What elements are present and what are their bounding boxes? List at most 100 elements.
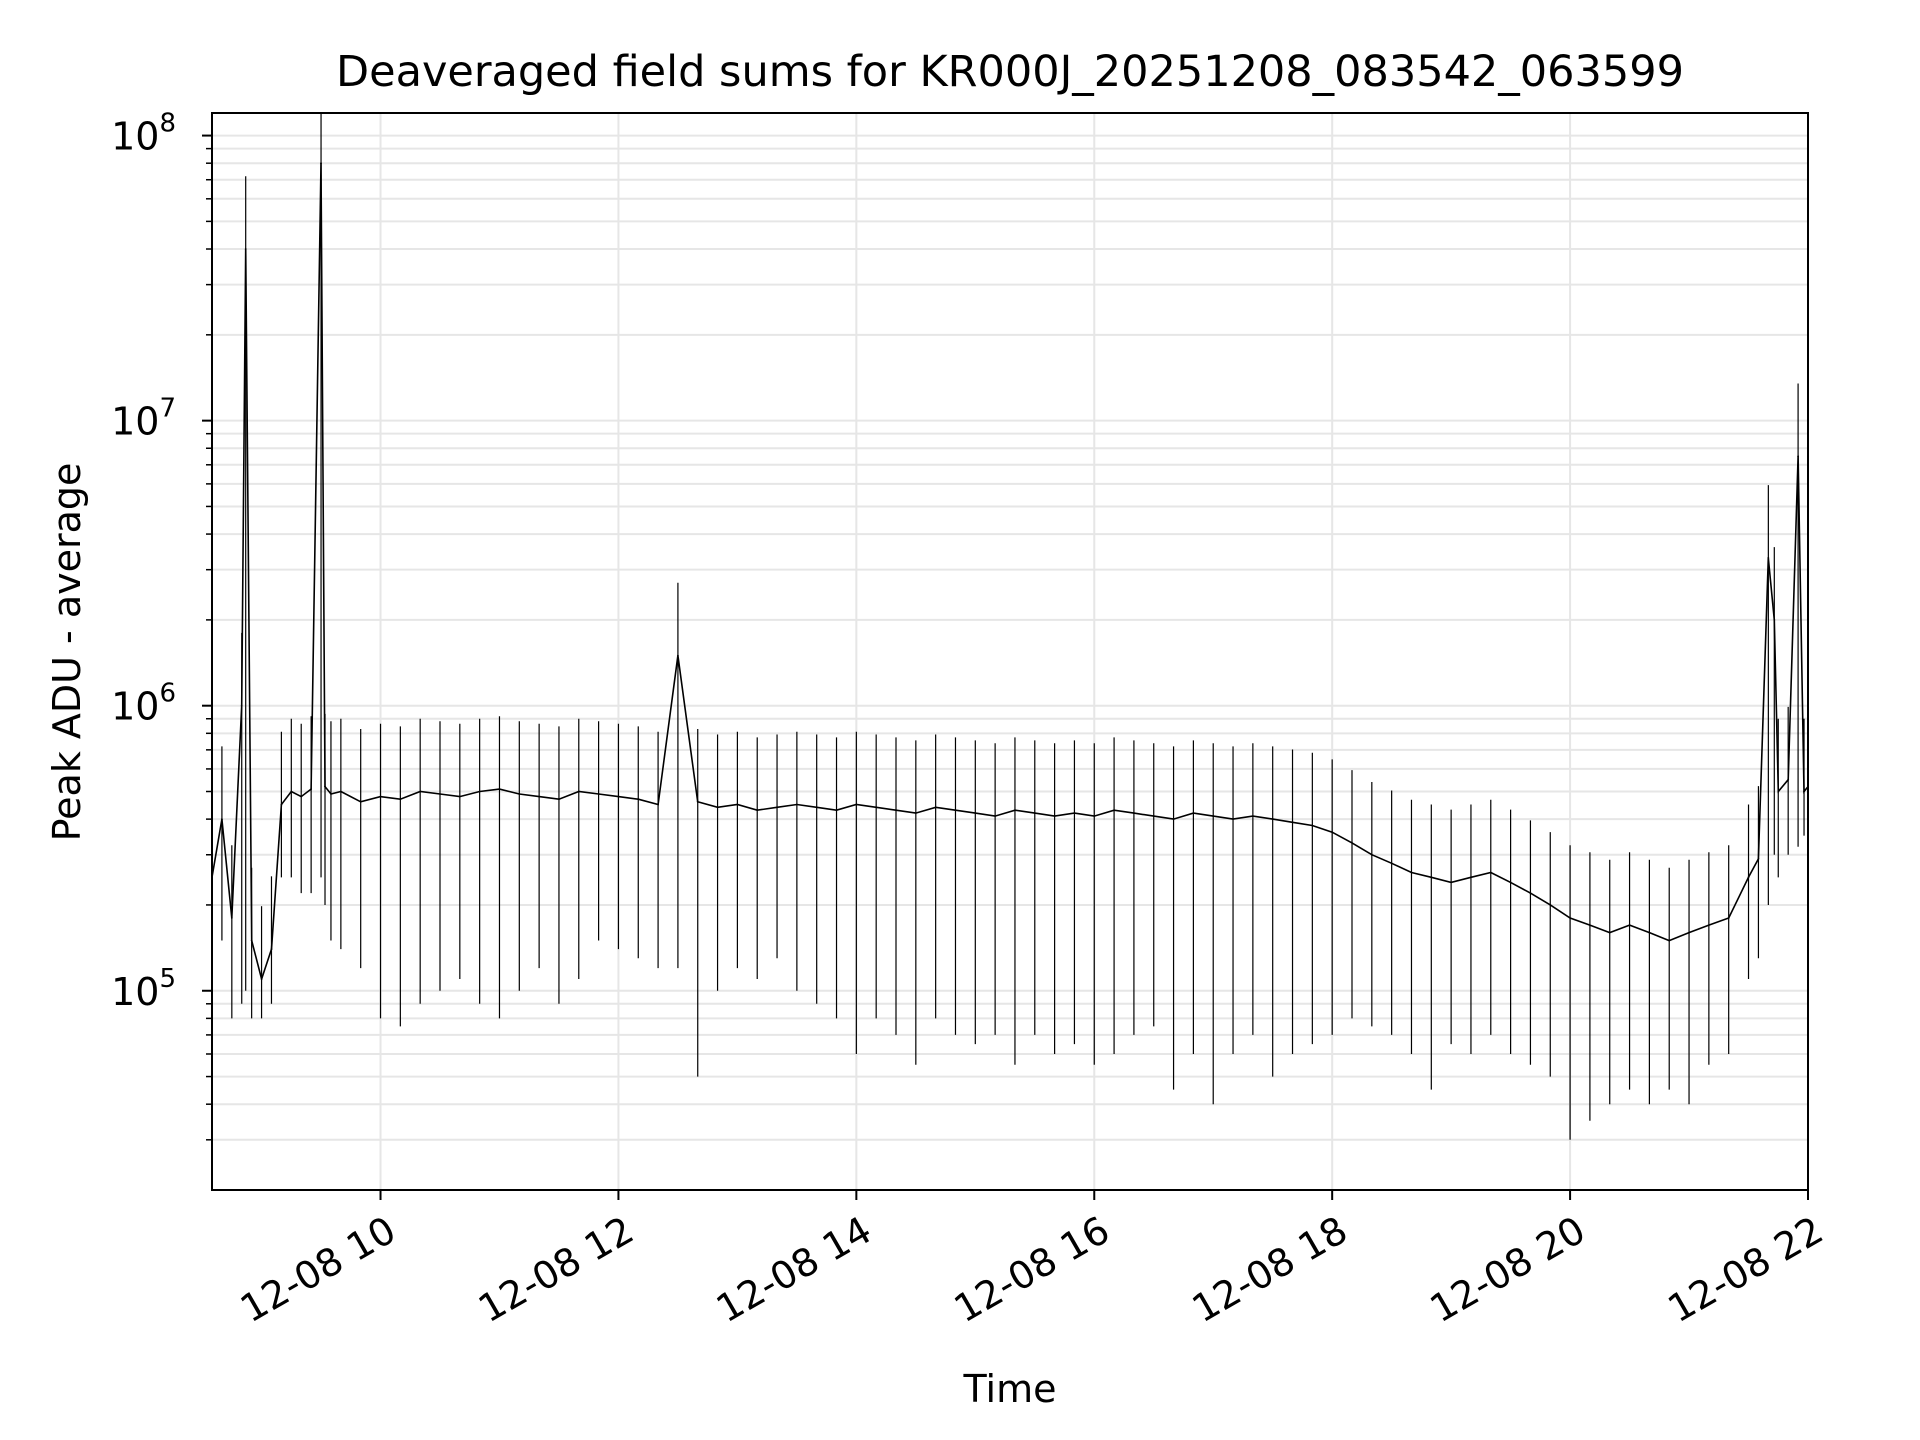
series-point bbox=[1370, 853, 1373, 856]
series-point bbox=[250, 939, 253, 942]
series-point bbox=[1470, 876, 1472, 879]
series-point bbox=[1509, 881, 1512, 884]
series-point bbox=[1390, 862, 1393, 865]
y-tick-label: 105 bbox=[111, 964, 176, 1014]
series-point bbox=[577, 790, 580, 793]
series-point bbox=[244, 248, 247, 250]
plot-frame bbox=[211, 112, 1809, 1191]
series-point bbox=[324, 785, 326, 788]
series-point bbox=[478, 790, 481, 793]
series-point bbox=[1073, 812, 1076, 814]
series-point bbox=[617, 795, 620, 798]
series-point bbox=[1767, 557, 1770, 559]
series-point bbox=[1152, 815, 1155, 817]
series-point bbox=[558, 798, 560, 801]
series-point bbox=[974, 812, 977, 814]
series-point bbox=[637, 798, 640, 801]
series-point bbox=[994, 815, 996, 817]
series-point bbox=[1797, 455, 1799, 458]
series-point bbox=[756, 809, 759, 812]
series-point bbox=[1489, 871, 1492, 874]
series-point bbox=[1212, 815, 1215, 817]
series-point bbox=[835, 809, 838, 812]
series-point bbox=[1608, 931, 1611, 934]
series-point bbox=[1232, 818, 1234, 820]
series-point bbox=[310, 788, 312, 790]
y-axis-label: Peak ADU - average bbox=[45, 463, 89, 842]
series-point bbox=[340, 790, 342, 793]
series-point bbox=[1291, 821, 1294, 824]
series-point bbox=[657, 803, 659, 806]
series-point bbox=[1271, 818, 1274, 820]
series-point bbox=[1757, 858, 1760, 860]
series-point bbox=[875, 806, 878, 809]
series-point bbox=[1787, 778, 1790, 781]
series-point bbox=[419, 790, 422, 793]
series-point bbox=[895, 809, 897, 812]
series-point bbox=[1410, 871, 1413, 874]
series-point bbox=[1648, 931, 1651, 934]
series-point bbox=[1033, 812, 1036, 814]
series-point bbox=[290, 790, 293, 793]
series-point bbox=[379, 795, 382, 798]
series-point bbox=[518, 793, 521, 795]
series-point bbox=[1688, 931, 1690, 934]
series-point bbox=[597, 793, 600, 795]
series-point bbox=[260, 978, 263, 980]
series-point bbox=[1113, 809, 1115, 812]
series-point bbox=[270, 948, 273, 950]
series-point bbox=[1172, 818, 1175, 820]
series-point bbox=[538, 795, 540, 798]
series-point bbox=[1252, 815, 1254, 817]
series-point bbox=[221, 818, 223, 820]
series-point bbox=[677, 654, 679, 657]
series-point bbox=[1192, 812, 1195, 814]
series-point bbox=[1708, 924, 1710, 926]
series-point bbox=[716, 806, 719, 809]
series-point bbox=[399, 798, 402, 801]
series-point bbox=[330, 793, 332, 795]
series-point bbox=[359, 800, 362, 803]
series-point bbox=[736, 803, 739, 806]
y-tick-label: 108 bbox=[111, 109, 176, 159]
series-point bbox=[1668, 939, 1671, 942]
series-point bbox=[796, 803, 798, 806]
series-point bbox=[1311, 824, 1314, 827]
series-point bbox=[230, 917, 233, 919]
series-point bbox=[300, 795, 303, 798]
series-point bbox=[1549, 904, 1552, 906]
series-point bbox=[914, 812, 917, 814]
series-point bbox=[1747, 876, 1750, 879]
series-point bbox=[1053, 815, 1056, 817]
series-point bbox=[1351, 842, 1353, 844]
series-point bbox=[1430, 876, 1433, 879]
series-point bbox=[954, 809, 957, 812]
series-point bbox=[498, 788, 501, 790]
series-point bbox=[1773, 619, 1776, 621]
series-point bbox=[696, 800, 699, 803]
series-point bbox=[458, 795, 461, 798]
series-point bbox=[815, 806, 818, 809]
series-point bbox=[320, 162, 322, 165]
series-point bbox=[240, 704, 243, 707]
series-point bbox=[934, 806, 937, 809]
series-point bbox=[1133, 812, 1135, 814]
series-point bbox=[1628, 924, 1631, 926]
series-point bbox=[1450, 881, 1452, 884]
series-point bbox=[439, 793, 441, 795]
series-point bbox=[1093, 815, 1096, 817]
series-point bbox=[776, 806, 778, 809]
series-layer bbox=[211, 113, 1809, 1140]
series-point bbox=[280, 803, 283, 806]
y-tick-label: 107 bbox=[111, 394, 176, 444]
series-point bbox=[1777, 790, 1780, 793]
series-point bbox=[1014, 809, 1016, 812]
series-point bbox=[1803, 790, 1805, 793]
series-point bbox=[1589, 924, 1591, 926]
series-point bbox=[1727, 917, 1730, 919]
y-tick-label: 106 bbox=[111, 679, 176, 729]
series-point bbox=[1331, 831, 1334, 834]
x-axis-label: Time bbox=[963, 1367, 1057, 1411]
